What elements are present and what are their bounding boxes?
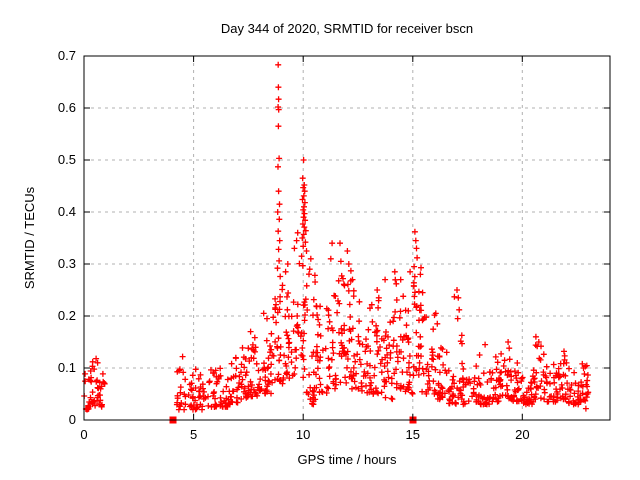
y-tick-label: 0.4 (57, 204, 76, 219)
plot-frame (83, 55, 611, 421)
y-tick-label: 0.3 (57, 256, 76, 271)
y-tick-label: 0.2 (57, 308, 76, 323)
y-tick-label: 0 (68, 412, 76, 427)
y-tick-label: 0.7 (57, 48, 76, 63)
chart-title: Day 344 of 2020, SRMTID for receiver bsc… (220, 21, 474, 36)
y-tick-label: 0.5 (57, 152, 76, 167)
x-tick-label: 5 (189, 427, 198, 442)
x-axis-label: GPS time / hours (297, 452, 397, 467)
data-points (81, 61, 592, 413)
x-tick-label: 20 (515, 427, 530, 442)
x-tick-label: 15 (405, 427, 420, 442)
y-tick-label: 0.1 (57, 360, 76, 375)
x-tick-label: 0 (80, 427, 88, 442)
y-tick-label: 0.6 (57, 100, 76, 115)
x-tick-label: 10 (295, 427, 311, 442)
y-axis-label: SRMTID / TECUs (22, 186, 37, 290)
